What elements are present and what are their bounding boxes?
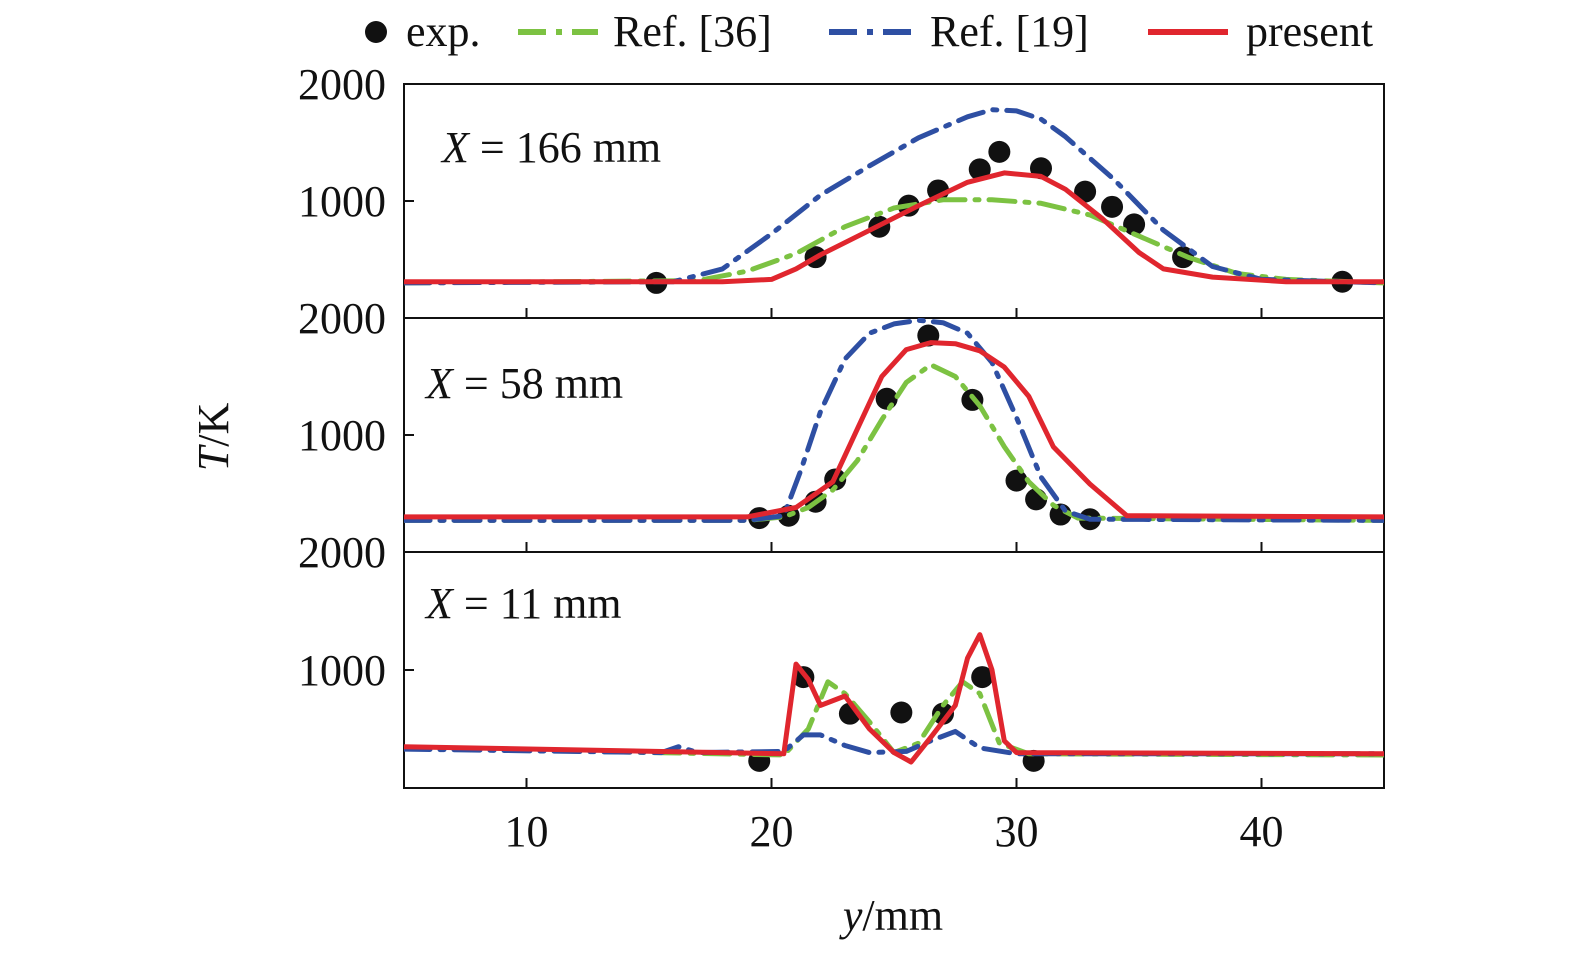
exp-point	[971, 666, 994, 689]
x-tick-label: 40	[1240, 807, 1284, 856]
panel-2: 2000 1000 X = 58 mm	[298, 294, 1385, 553]
exp-point	[988, 140, 1011, 163]
exp-point	[890, 701, 913, 724]
series-line-ref-19	[404, 318, 1384, 523]
y-tick-label: 2000	[298, 528, 386, 577]
exp-point	[1005, 469, 1028, 492]
legend-label-exp: exp.	[406, 7, 481, 56]
y-axis-title: T/K	[189, 403, 238, 472]
series-line-ref-36	[404, 362, 1384, 523]
y-tick-label: 1000	[298, 177, 386, 226]
panel-1: 2000 1000 X = 166 mm	[298, 60, 1385, 319]
exp-point	[1074, 180, 1097, 203]
panel-label: X = 166 mm	[440, 123, 661, 172]
legend-marker-exp	[365, 21, 387, 43]
series-line-present	[404, 170, 1384, 285]
exp-point	[932, 702, 954, 725]
exp-point	[968, 158, 991, 181]
y-tick-label: 1000	[298, 646, 386, 695]
exp-point	[1123, 213, 1146, 236]
y-tick-label: 2000	[298, 294, 386, 343]
x-axis-ticks: 10 20 30 40	[505, 807, 1284, 856]
series-line-present	[404, 340, 1384, 520]
panel-label: X = 11 mm	[424, 579, 622, 628]
series-line-ref-36	[404, 197, 1384, 286]
x-tick-label: 30	[995, 807, 1039, 856]
legend-label-ref19: Ref. [19]	[930, 7, 1089, 56]
exp-point	[1101, 195, 1124, 218]
panel-3: 2000 1000 X = 11 mm	[298, 528, 1385, 789]
panels: 2000 1000 X = 166 mm 2000 1000 X = 58 mm 2000 1…	[298, 60, 1385, 789]
series-line-ref-36	[404, 679, 1384, 758]
series-line-ref-19	[404, 107, 1384, 286]
y-tick-label: 1000	[298, 411, 386, 460]
legend-label-ref36: Ref. [36]	[613, 7, 772, 56]
series-line-present	[404, 632, 1384, 765]
x-tick-label: 10	[505, 807, 549, 856]
x-axis-title: y/mm	[839, 891, 943, 940]
x-tick-label: 20	[750, 807, 794, 856]
legend-label-present: present	[1246, 7, 1373, 56]
exp-point	[875, 387, 898, 410]
series-line-ref-19	[404, 728, 1384, 757]
panel-label: X = 58 mm	[424, 359, 623, 408]
legend: exp. Ref. [36] Ref. [19] present	[365, 7, 1373, 56]
y-tick-label: 2000	[298, 60, 386, 109]
